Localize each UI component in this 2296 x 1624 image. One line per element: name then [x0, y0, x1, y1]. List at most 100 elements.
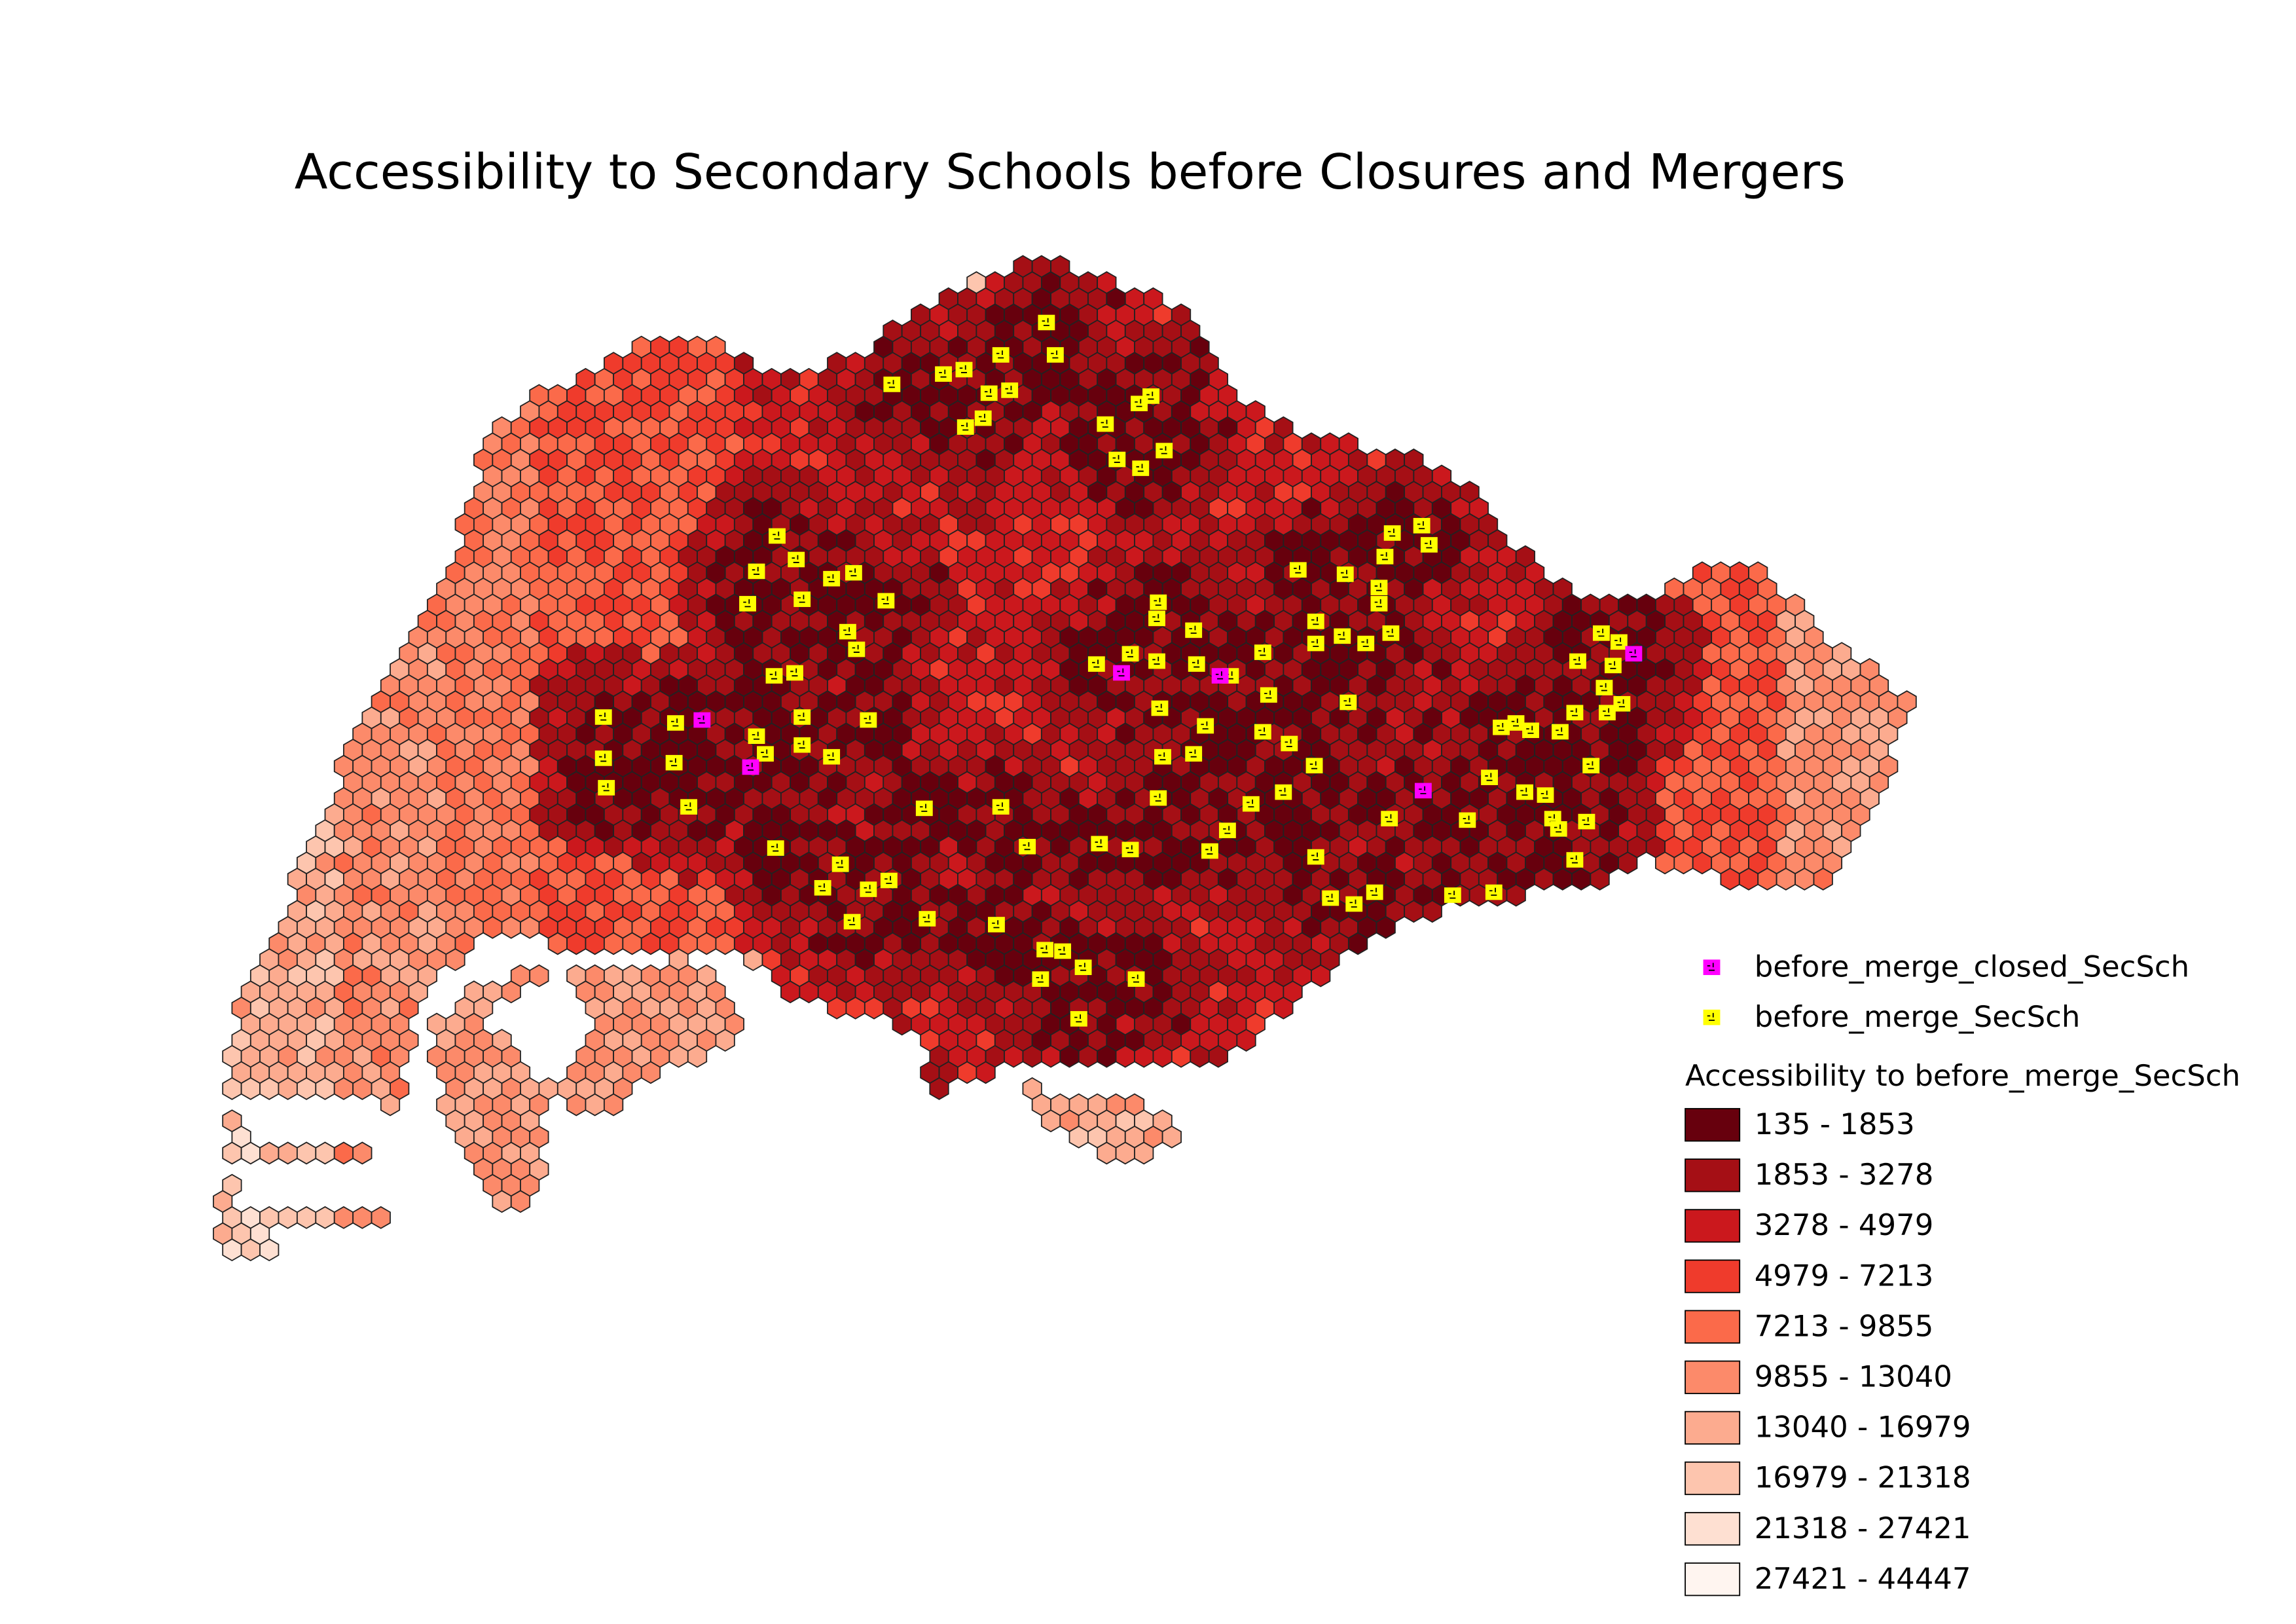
- hex-cell: [222, 1141, 242, 1165]
- legend-class-label: 16979 - 21318: [1755, 1460, 1971, 1495]
- hex-cell: [1078, 1044, 1099, 1068]
- legend-swatch: [1685, 1259, 1741, 1293]
- school-marker: [1046, 347, 1064, 363]
- hex-cell: [1720, 867, 1740, 891]
- legend-open-label: before_merge_SecSch: [1755, 999, 2081, 1034]
- hex-cell: [780, 980, 801, 1004]
- hex-cell: [296, 1077, 317, 1100]
- school-marker: [935, 366, 952, 382]
- school-marker: [598, 780, 615, 796]
- school-marker: [848, 641, 866, 657]
- hex-cell: [1273, 996, 1294, 1020]
- school-marker: [880, 872, 898, 889]
- school-marker: [1156, 443, 1173, 458]
- hex-cell: [1115, 1044, 1135, 1068]
- school-marker: [823, 570, 841, 587]
- school-marker: [1108, 451, 1126, 468]
- hex-cell: [1422, 900, 1442, 923]
- school-marker: [594, 750, 612, 766]
- school-marker: [1566, 852, 1584, 868]
- hex-cell: [371, 1206, 391, 1229]
- school-marker: [1444, 887, 1461, 903]
- school-marker: [1613, 695, 1631, 712]
- hex-cell: [1022, 1044, 1042, 1068]
- closed-school-marker: [742, 759, 759, 775]
- school-marker: [1185, 622, 1203, 638]
- hex-cell: [743, 948, 763, 971]
- hex-cell: [585, 932, 605, 955]
- school-marker: [1036, 942, 1054, 957]
- hex-cell: [510, 1190, 531, 1213]
- closed-school-marker: [693, 712, 711, 728]
- hex-cell: [1208, 1044, 1229, 1068]
- school-marker: [769, 528, 786, 544]
- school-marker: [765, 668, 783, 684]
- school-marker: [1307, 635, 1324, 652]
- hex-cell: [1347, 932, 1368, 955]
- hex-cell: [603, 1093, 624, 1116]
- hex-cell: [603, 932, 624, 955]
- school-marker: [767, 840, 784, 856]
- school-marker: [1366, 884, 1383, 900]
- hex-cell: [315, 1141, 335, 1165]
- hex-cell: [529, 964, 549, 987]
- school-marker: [1218, 822, 1236, 838]
- school-marker: [1070, 1011, 1087, 1027]
- school-marker: [757, 746, 774, 762]
- school-marker: [992, 799, 1010, 815]
- hex-cell: [1795, 867, 1815, 891]
- school-marker: [1127, 971, 1145, 987]
- hex-cell: [1171, 1044, 1192, 1068]
- school-marker: [1537, 787, 1554, 803]
- hex-cell: [1115, 1141, 1135, 1165]
- school-marker: [1334, 628, 1351, 644]
- school-marker: [1281, 735, 1298, 752]
- school-marker: [1148, 653, 1165, 669]
- school-marker: [1595, 680, 1613, 695]
- hex-cell: [1692, 851, 1713, 875]
- school-marker: [1150, 790, 1167, 806]
- school-marker: [1201, 843, 1218, 859]
- school-marker: [1197, 718, 1214, 734]
- school-marker: [1307, 614, 1324, 629]
- school-marker: [1610, 634, 1628, 650]
- hex-cell: [333, 1141, 354, 1165]
- hex-cell: [259, 1077, 280, 1100]
- school-marker: [748, 728, 765, 745]
- hex-cell: [547, 932, 568, 955]
- hex-cell: [1236, 1029, 1256, 1052]
- school-marker: [1339, 694, 1357, 710]
- school-marker: [793, 591, 811, 607]
- school-marker: [1381, 811, 1398, 826]
- hex-cell: [278, 1206, 298, 1229]
- school-marker: [1305, 758, 1323, 773]
- legend-closed-symbol: [1703, 959, 1721, 975]
- hex-cell: [259, 1141, 280, 1165]
- school-marker: [1038, 314, 1055, 331]
- hex-cell: [1618, 851, 1638, 875]
- hex-cell: [222, 1238, 242, 1262]
- legend-closed-label: before_merge_closed_SecSch: [1755, 949, 2189, 984]
- legend-swatch: [1685, 1511, 1741, 1546]
- school-marker: [992, 347, 1010, 363]
- school-marker: [1485, 884, 1503, 900]
- school-marker: [1001, 382, 1019, 398]
- hex-cell: [1040, 1044, 1061, 1068]
- hex-cell: [892, 1012, 912, 1036]
- hex-cell: [333, 1077, 354, 1100]
- hex-cell: [799, 980, 819, 1004]
- legend-swatch: [1685, 1209, 1741, 1243]
- school-marker: [1481, 769, 1498, 785]
- hex-cell: [380, 1093, 401, 1116]
- school-marker: [1413, 517, 1430, 534]
- school-marker: [748, 563, 765, 580]
- legend: before_merge_closed_SecSch before_merge_…: [1685, 949, 2240, 1596]
- school-marker: [788, 551, 805, 568]
- school-marker: [845, 564, 862, 581]
- closed-school-marker: [1414, 783, 1432, 799]
- school-marker: [666, 715, 684, 731]
- legend-class-label: 21318 - 27421: [1755, 1511, 1971, 1545]
- school-marker: [1357, 635, 1375, 652]
- hex-cell: [827, 996, 847, 1020]
